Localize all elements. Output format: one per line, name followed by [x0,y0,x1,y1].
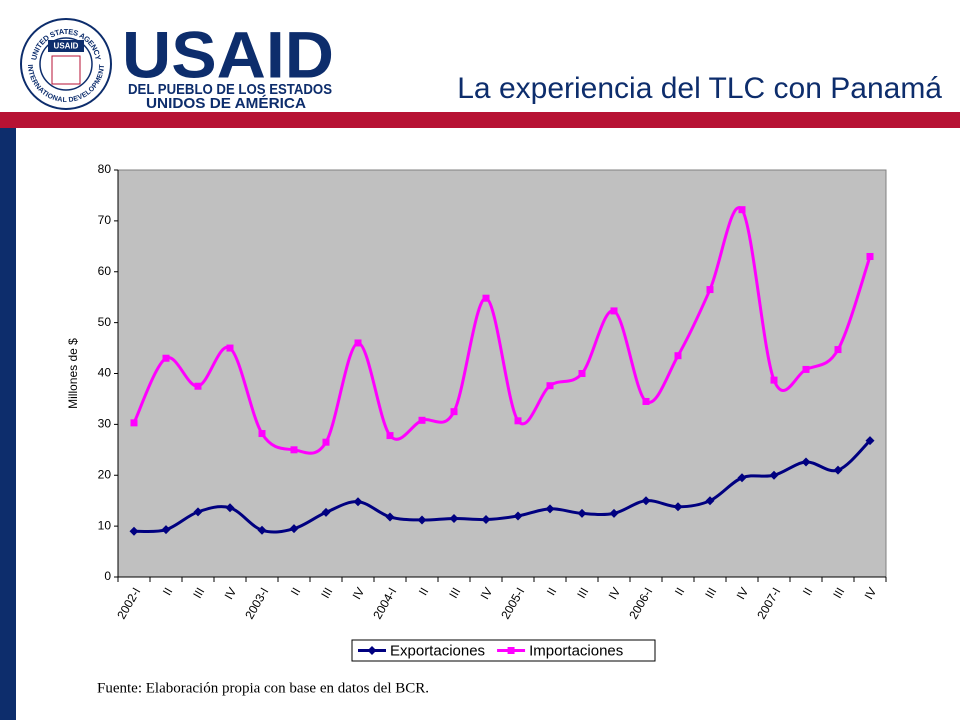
data-point [642,397,650,405]
data-point [737,473,747,483]
data-point [258,430,266,438]
plot-area [117,169,887,578]
y-tick-label: 10 [98,518,112,532]
y-tick-label: 60 [98,264,112,278]
data-point [514,417,522,425]
data-point [225,503,235,513]
data-point [482,294,490,302]
y-tick-label: 80 [98,162,112,176]
x-tick-label: IV [862,585,880,602]
data-point [769,470,779,480]
data-point [450,408,458,416]
x-tick-label: IV [734,585,752,602]
x-tick-label: II [544,585,559,598]
x-tick-label: II [160,585,175,598]
slide-title: La experiencia del TLC con Panamá [457,72,942,105]
data-point [706,286,714,294]
x-tick-label: III [702,585,719,601]
x-tick-label: III [830,585,847,601]
data-point [289,524,299,534]
data-point [193,507,203,517]
data-point [417,515,427,525]
data-point [162,354,170,362]
data-point [385,512,395,522]
seal-stripes [51,55,81,85]
red-band [0,112,960,128]
data-point [130,419,138,427]
data-point [610,307,618,315]
data-point [129,526,139,536]
data-point [546,382,554,390]
seal-badge [48,40,84,52]
logo-line1: DEL PUEBLO DE LOS ESTADOS [128,81,332,98]
data-point [833,465,843,475]
x-tick-label: III [190,585,207,601]
data-point [834,346,842,354]
data-point [641,496,651,506]
y-tick-label: 40 [98,366,112,380]
data-point [802,365,810,373]
x-tick-label: II [672,585,687,598]
data-point [674,352,682,360]
x-tick-label: IV [350,585,368,602]
data-point [353,497,363,507]
data-point [865,436,875,446]
seal-center: USAID [54,42,79,51]
x-tick-label: 2004-I [370,585,399,621]
blue-band [0,128,16,720]
x-tick-label: IV [222,585,240,602]
logo-line2: UNIDOS DE AMÉRICA [146,95,306,112]
data-point [418,416,426,424]
x-tick-label: 2007-I [754,585,783,621]
data-point [481,515,491,525]
y-tick-label: 30 [98,417,112,431]
source-note: Fuente: Elaboración propia con base en d… [97,680,429,696]
x-tick-label: IV [606,585,624,602]
x-tick-label: III [446,585,463,601]
data-point [513,511,523,521]
legend-label: Importaciones [529,642,623,659]
data-point [609,508,619,518]
data-point [449,513,459,523]
x-tick-label: III [318,585,335,601]
logo: UNITED STATES AGENCY INTERNATIONAL DEVEL… [20,17,334,112]
x-tick-label: 2002-I [114,585,143,621]
x-tick-label: II [800,585,815,598]
wordmark: USAID [122,17,334,91]
x-tick-label: 2003-I [242,585,271,621]
data-point [705,496,715,506]
legend-marker [367,646,377,655]
legend-label: Exportaciones [390,642,485,659]
x-tick-label: 2005-I [498,585,527,621]
legend-marker [507,647,515,654]
data-point [226,344,234,352]
data-point [354,339,362,347]
data-point [194,382,202,390]
y-tick-label: 20 [98,467,112,481]
x-tick-label: III [574,585,591,601]
data-point [673,502,683,512]
x-tick-label: II [288,585,303,598]
data-point [578,370,586,377]
data-point [161,525,171,535]
data-point [257,525,267,535]
data-point [545,504,555,514]
y-axis-label: Millones de $ [66,338,80,409]
x-tick-label: IV [478,585,496,602]
data-point [738,206,746,214]
data-point [866,252,874,260]
x-tick-label: 2006-I [626,585,655,621]
y-tick-label: 50 [98,315,112,329]
y-tick-label: 0 [104,569,111,583]
data-point [290,446,298,454]
data-point [770,376,778,384]
data-point [577,508,587,518]
y-tick-label: 70 [98,213,112,227]
data-point [386,432,394,440]
x-tick-label: II [416,585,431,598]
data-point [322,438,330,446]
data-point [801,457,811,467]
data-point [321,507,331,517]
